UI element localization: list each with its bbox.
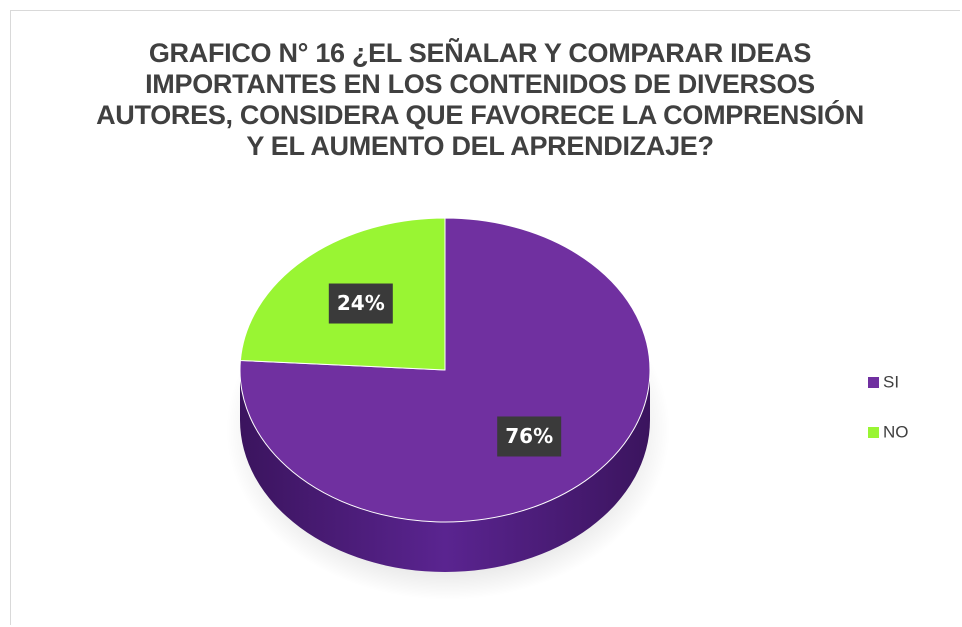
- pie-side: [240, 370, 650, 572]
- data-label-box: [497, 416, 562, 457]
- chart-title: GRAFICO N° 16 ¿EL SEÑALAR Y COMPARAR IDE…: [96, 38, 864, 161]
- legend-label: SI: [883, 372, 899, 391]
- data-label: 24%: [337, 291, 385, 315]
- data-label-box: [328, 283, 393, 324]
- legend-swatch: [868, 427, 879, 438]
- legend-label: NO: [883, 422, 909, 441]
- chart-frame: [10, 10, 960, 625]
- legend-swatch: [868, 377, 879, 388]
- data-label: 76%: [505, 424, 553, 448]
